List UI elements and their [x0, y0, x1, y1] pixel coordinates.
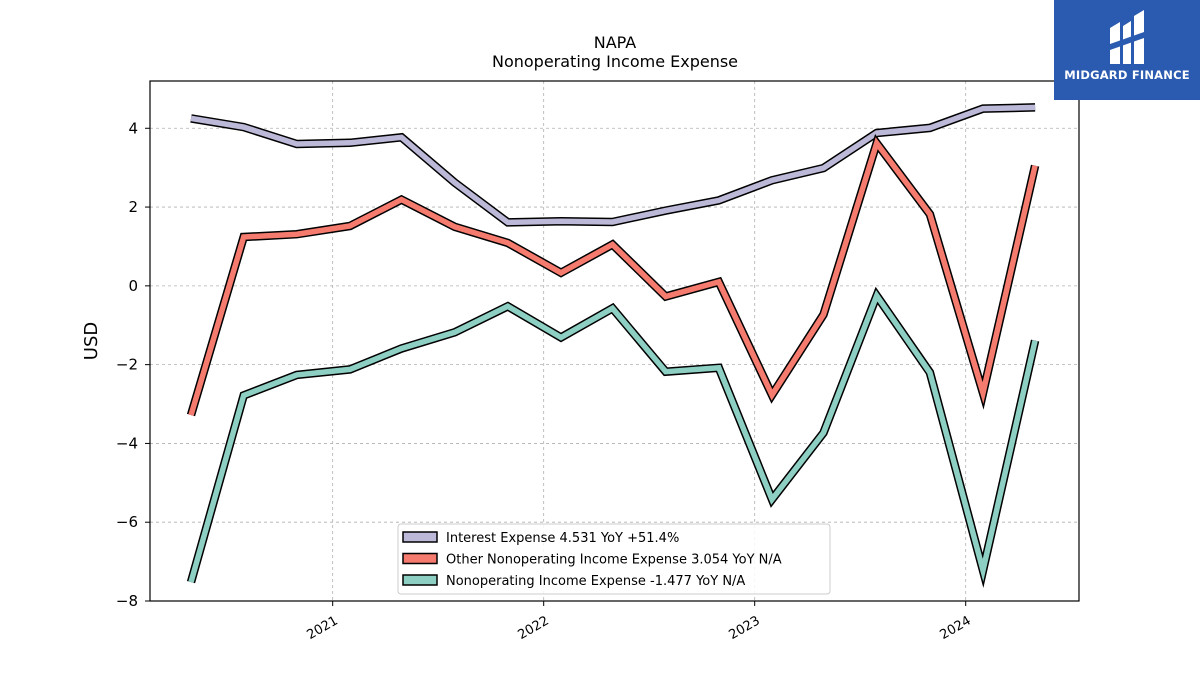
legend: Interest Expense 4.531 YoY +51.4% Other N… [397, 523, 831, 595]
series-line [190, 104, 1036, 226]
legend-label: Other Nonoperating Income Expense 3.054 … [446, 553, 782, 568]
series-line [188, 137, 1038, 416]
brand-logo: MIDGARD FINANCE [1054, 0, 1200, 100]
grid [150, 81, 1079, 602]
x-tick-label: 2023 [727, 613, 763, 643]
legend-swatch [402, 574, 438, 586]
y-tick-label: −4 [116, 434, 138, 452]
y-tick-label: −2 [116, 356, 138, 374]
chart-subtitle: Nonoperating Income Expense [492, 52, 738, 71]
y-tick-label: 2 [128, 198, 138, 216]
series-outline [190, 103, 1036, 227]
y-tick-label: 0 [128, 277, 138, 295]
x-tick-label: 2022 [516, 613, 552, 643]
legend-label: Interest Expense 4.531 YoY +51.4% [446, 531, 679, 546]
legend-label: Nonoperating Income Expense -1.477 YoY N… [446, 574, 745, 589]
series-line [188, 289, 1038, 583]
legend-swatch [402, 531, 438, 543]
logo-mark-icon [1110, 10, 1144, 64]
y-tick-label: 4 [128, 119, 138, 137]
legend-swatch [402, 552, 438, 565]
x-tick-label: 2024 [938, 613, 974, 643]
legend-box [397, 523, 831, 595]
series-lines [186, 103, 1040, 588]
x-tick-label: 2021 [305, 613, 341, 643]
y-axis-label: USD [81, 322, 102, 360]
y-tick-label: −6 [116, 513, 138, 531]
plot-frame [149, 80, 1080, 602]
brand-name: MIDGARD FINANCE [1064, 68, 1190, 82]
y-tick-label: −8 [116, 592, 138, 610]
chart-title: NAPA [594, 33, 637, 52]
